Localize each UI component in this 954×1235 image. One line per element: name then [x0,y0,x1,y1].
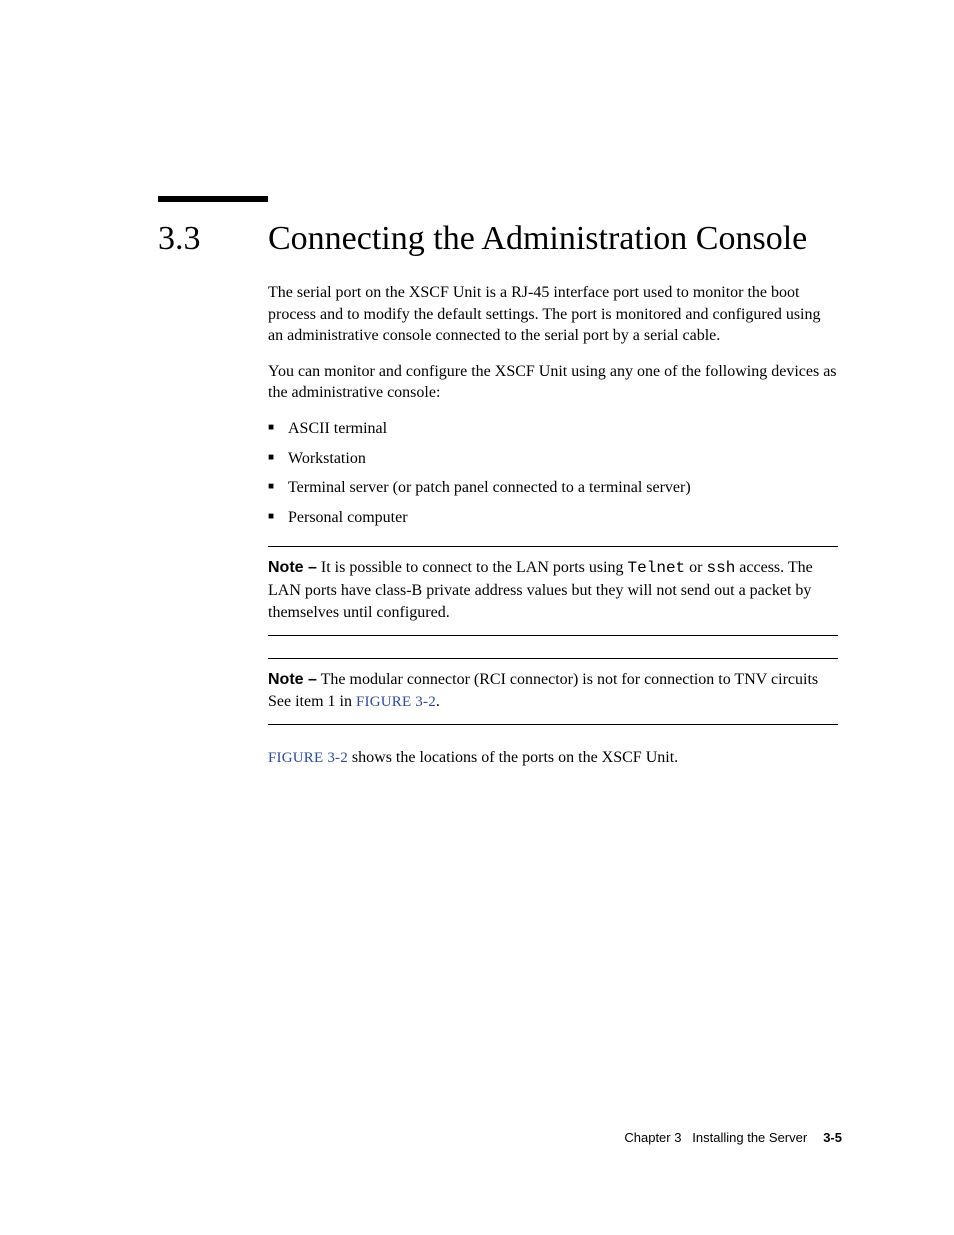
section-title: Connecting the Administration Console [268,220,807,258]
note-text: It is possible to connect to the LAN por… [317,559,628,576]
note-text: The modular connector (RCI connector) is… [268,671,818,710]
body-column: The serial port on the XSCF Unit is a RJ… [268,282,838,783]
paragraph-closing: FIGURE 3-2 shows the locations of the po… [268,747,838,769]
list-item: Workstation [268,448,838,470]
list-item: ASCII terminal [268,418,838,440]
code-telnet: Telnet [628,559,686,577]
section-rule [158,196,268,202]
footer-title: Installing the Server [692,1130,807,1145]
paragraph-1: The serial port on the XSCF Unit is a RJ… [268,282,838,347]
figure-ref-link[interactable]: FIGURE 3-2 [356,694,436,710]
section-number: 3.3 [158,220,201,258]
code-ssh: ssh [706,559,735,577]
list-item: Personal computer [268,507,838,529]
page: 3.3 Connecting the Administration Consol… [0,0,954,1235]
footer-page-number: 3-5 [823,1130,842,1145]
page-footer: Chapter 3 Installing the Server 3-5 [624,1130,842,1145]
paragraph-2: You can monitor and configure the XSCF U… [268,361,838,404]
console-list: ASCII terminal Workstation Terminal serv… [268,418,838,528]
note-text: . [436,693,440,710]
note-text: or [685,559,706,576]
note-label: Note – [268,559,317,576]
footer-chapter: Chapter 3 [624,1130,681,1145]
note-label: Note – [268,671,317,688]
note-block-1: Note – It is possible to connect to the … [268,546,838,636]
note-block-2: Note – The modular connector (RCI connec… [268,658,838,725]
figure-ref-link[interactable]: FIGURE 3-2 [268,750,348,766]
list-item: Terminal server (or patch panel connecte… [268,477,838,499]
closing-text: shows the locations of the ports on the … [348,749,678,766]
